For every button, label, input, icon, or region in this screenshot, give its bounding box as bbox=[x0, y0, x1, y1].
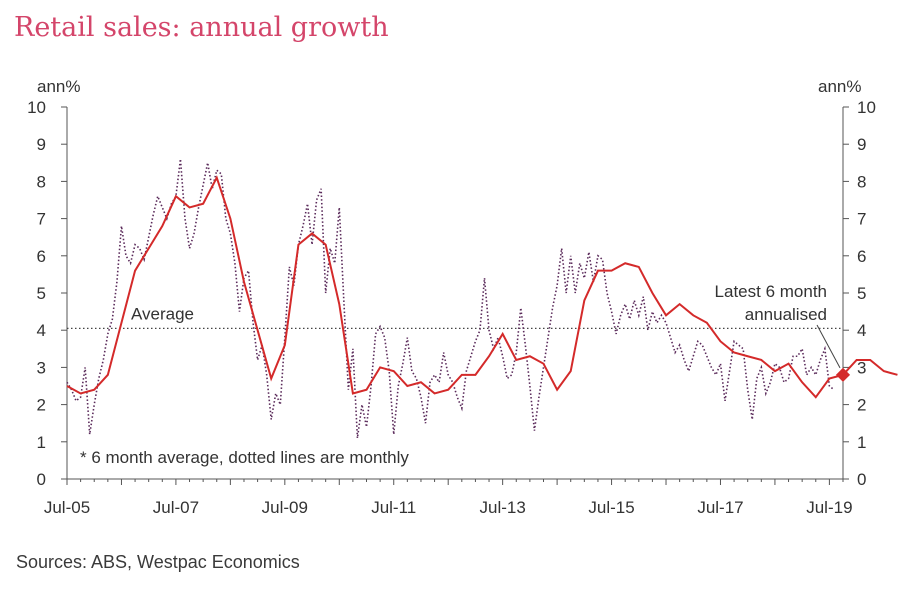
y-tick-label-left: 9 bbox=[37, 135, 46, 154]
y-tick-label-left: 7 bbox=[37, 210, 46, 229]
latest-label-line1: Latest 6 month bbox=[715, 282, 827, 301]
y-tick-label-left: 6 bbox=[37, 247, 46, 266]
x-tick-label: Jul-07 bbox=[153, 498, 199, 517]
y-tick-label-left: 5 bbox=[37, 284, 46, 303]
y-tick-label-right: 3 bbox=[857, 358, 866, 377]
y-tick-label-right: 6 bbox=[857, 247, 866, 266]
x-tick-label: Jul-09 bbox=[262, 498, 308, 517]
y-tick-label-left: 4 bbox=[37, 321, 46, 340]
y-tick-label-right: 8 bbox=[857, 172, 866, 191]
y-tick-label-right: 10 bbox=[857, 98, 876, 117]
labels-layer: Latest 6 month annualised * 6 month averag… bbox=[80, 282, 841, 467]
source-note: Sources: ABS, Westpac Economics bbox=[16, 552, 300, 572]
x-tick-label: Jul-13 bbox=[479, 498, 525, 517]
y-tick-label-left: 10 bbox=[27, 98, 46, 117]
footnote: * 6 month average, dotted lines are mont… bbox=[80, 448, 409, 467]
y-tick-label-right: 5 bbox=[857, 284, 866, 303]
y-tick-label-left: 1 bbox=[37, 433, 46, 452]
y-tick-label-left: 2 bbox=[37, 396, 46, 415]
y-unit-right: ann% bbox=[818, 77, 861, 96]
y-tick-label-right: 0 bbox=[857, 470, 866, 489]
x-tick-label: Jul-19 bbox=[806, 498, 852, 517]
y-tick-label-right: 4 bbox=[857, 321, 866, 340]
x-tick-label: Jul-05 bbox=[44, 498, 90, 517]
y-tick-label-right: 7 bbox=[857, 210, 866, 229]
series-layer bbox=[66, 158, 898, 439]
y-tick-label-right: 2 bbox=[857, 396, 866, 415]
six-month-average-line bbox=[66, 175, 898, 399]
average-layer: Average bbox=[67, 304, 843, 329]
y-tick-label-right: 1 bbox=[857, 433, 866, 452]
y-tick-label-left: 3 bbox=[37, 358, 46, 377]
y-unit-left: ann% bbox=[37, 77, 80, 96]
latest-point-marker bbox=[835, 367, 851, 382]
latest-pointer bbox=[816, 324, 841, 369]
y-tick-label-left: 8 bbox=[37, 172, 46, 191]
x-tick-label: Jul-11 bbox=[371, 498, 416, 517]
x-tick-label: Jul-15 bbox=[588, 498, 634, 517]
average-label: Average bbox=[131, 304, 194, 323]
y-tick-label-left: 0 bbox=[37, 470, 46, 489]
x-tick-label: Jul-17 bbox=[697, 498, 743, 517]
axes: 0 0 1 1 2 2 3 3 4 4 5 5 6 6 7 7 8 8 9 9 10 10 ann% ann% Jul-05 Ju… bbox=[27, 77, 876, 517]
y-tick-label-right: 9 bbox=[857, 135, 866, 154]
latest-label-line2: annualised bbox=[745, 305, 827, 324]
chart-title: Retail sales: annual growth bbox=[14, 12, 389, 43]
monthly-series-line bbox=[66, 158, 835, 439]
